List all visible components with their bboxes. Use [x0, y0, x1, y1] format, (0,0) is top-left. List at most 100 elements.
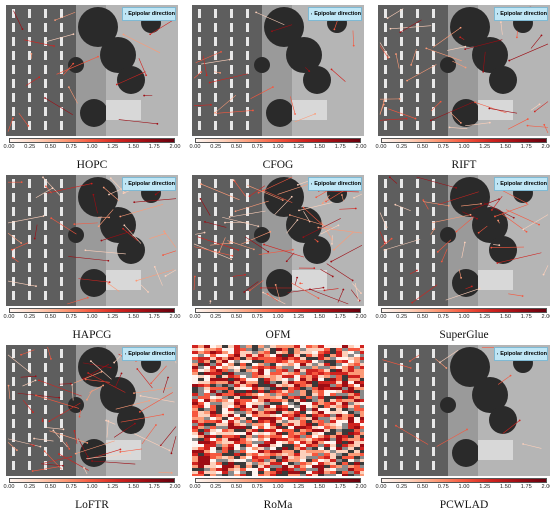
tree: [117, 236, 145, 264]
panel-hopc: Epipolar direction 0.00 0.25 0.50 0.75 1.00 1.…: [4, 5, 180, 177]
match-point: [540, 34, 543, 37]
match-point: [389, 27, 392, 30]
flow-cell: [360, 429, 364, 432]
match-line: [136, 269, 174, 281]
flow-cell: [306, 369, 312, 372]
flow-cell: [360, 381, 364, 384]
flow-cell: [270, 399, 276, 402]
flow-cell: [288, 432, 294, 435]
match-point: [138, 410, 141, 413]
road-stripe: [60, 447, 63, 456]
flow-cell: [228, 366, 234, 369]
match-point: [488, 107, 491, 110]
match-point: [228, 242, 231, 245]
flow-cell: [264, 354, 270, 357]
road-stripe: [12, 193, 15, 202]
match-point: [302, 206, 305, 209]
flow-cell: [330, 429, 336, 432]
flow-cell: [288, 381, 294, 384]
flow-cell: [240, 396, 246, 399]
match-point: [398, 97, 401, 100]
match-line: [23, 39, 55, 47]
flow-cell: [240, 432, 246, 435]
match-visualization: Epipolar direction: [6, 345, 178, 476]
flow-cell: [336, 420, 342, 423]
flow-cell: [258, 396, 264, 399]
road-stripe: [432, 249, 435, 258]
match-line: [44, 97, 73, 116]
flow-cell: [264, 390, 270, 393]
colorbar: [9, 308, 175, 313]
flow-cell: [336, 459, 342, 462]
flow-cell: [222, 426, 228, 429]
match-line: [502, 420, 520, 434]
flow-cell: [192, 399, 198, 402]
flow-cell: [306, 420, 312, 423]
flow-cell: [198, 405, 204, 408]
flow-cell: [312, 435, 318, 438]
flow-cell: [210, 402, 216, 405]
match-line: [298, 202, 333, 211]
match-line: [46, 427, 64, 430]
flow-cell: [360, 414, 364, 417]
flow-cell: [234, 408, 240, 411]
match-point: [147, 291, 150, 293]
flow-cell: [318, 456, 324, 459]
flow-cell: [336, 468, 342, 471]
flow-cell: [348, 390, 354, 393]
match-point: [41, 420, 44, 422]
road-stripe: [230, 37, 233, 46]
flow-cell: [318, 381, 324, 384]
flow-cell: [234, 396, 240, 399]
match-point: [322, 286, 325, 289]
road-stripe: [60, 263, 63, 272]
match-line: [409, 270, 418, 275]
match-visualization: Epipolar direction: [192, 175, 364, 306]
match-line: [309, 288, 349, 305]
tree: [100, 37, 136, 73]
match-point: [113, 361, 116, 364]
road-stripe: [28, 377, 31, 386]
road-stripe: [400, 9, 403, 18]
flow-cell: [246, 372, 252, 375]
road-stripe: [28, 419, 31, 428]
flow-cell: [306, 414, 312, 417]
match-line: [379, 118, 407, 121]
flow-cell: [258, 429, 264, 432]
colorbar: [195, 138, 361, 143]
match-point: [383, 100, 385, 103]
flow-cell: [258, 378, 264, 381]
flow-cell: [252, 345, 258, 348]
match-line: [73, 371, 102, 384]
flow-cell: [330, 471, 336, 474]
tree: [489, 236, 517, 264]
match-point: [357, 299, 360, 302]
flow-cell: [354, 417, 360, 420]
match-point: [32, 411, 34, 414]
flow-cell: [294, 426, 300, 429]
road-stripe: [432, 277, 435, 286]
flow-cell: [198, 363, 204, 366]
flow-cell: [246, 435, 252, 438]
flow-cell: [264, 474, 270, 476]
road-stripe: [384, 65, 387, 74]
flow-cell: [354, 375, 360, 378]
match-point: [44, 97, 46, 99]
flow-cell: [312, 357, 318, 360]
flow-cell: [258, 450, 264, 453]
flow-cell: [354, 396, 360, 399]
flow-cell: [312, 369, 318, 372]
flow-cell: [252, 438, 258, 441]
match-point: [170, 471, 173, 474]
flow-cell: [216, 447, 222, 450]
road-stripe: [198, 193, 201, 202]
road-stripe: [384, 79, 387, 88]
arrow-shape: [125, 353, 127, 355]
flow-cell: [294, 387, 300, 390]
flow-cell: [198, 354, 204, 357]
match-point: [167, 376, 169, 379]
flow-cell: [192, 378, 198, 381]
scene-svg: [378, 175, 550, 306]
flow-cell: [342, 360, 348, 363]
match-line: [447, 46, 466, 51]
